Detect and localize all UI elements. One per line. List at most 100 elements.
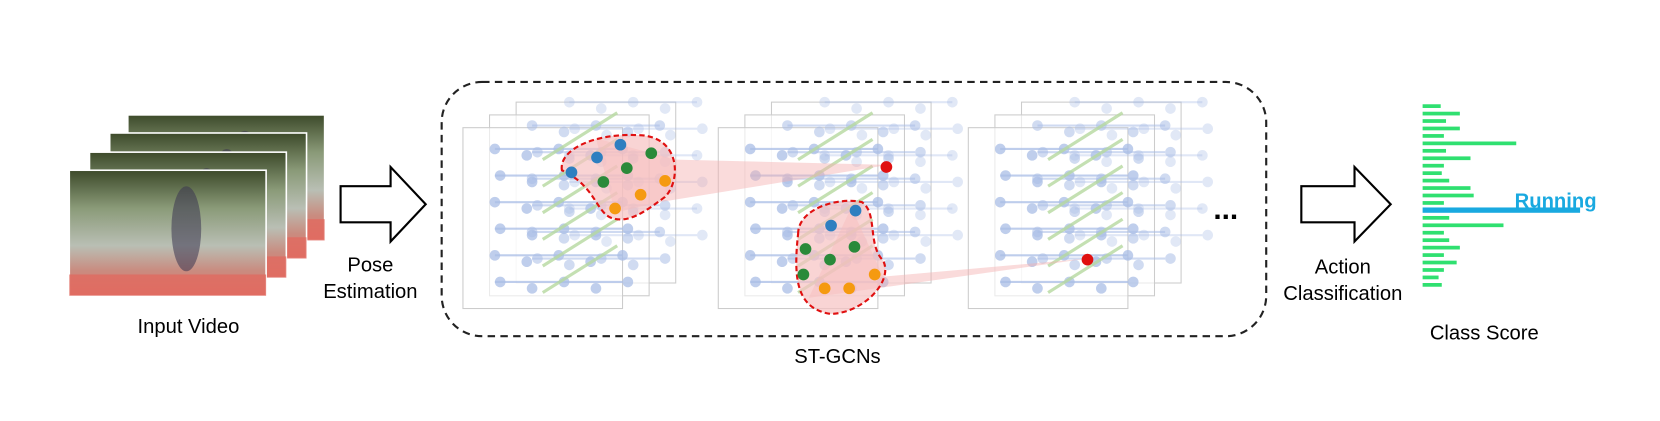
temporal-edge [797,138,874,188]
score-bar [1422,253,1444,257]
joint [1127,233,1139,244]
joint [564,259,575,271]
action-label: Classification [1283,283,1402,305]
joint [782,229,793,241]
highlight-joint [591,151,603,164]
highlight-joint [597,176,610,188]
joint [489,250,501,261]
joint [750,223,761,235]
joint [1127,276,1139,288]
joint [1069,206,1081,218]
score-bar [1422,238,1450,243]
highlight-joint [797,268,810,281]
score-bar [1422,141,1517,146]
score-bar [1422,148,1447,153]
joint [1101,103,1112,114]
joint [1197,96,1208,108]
joint [744,143,756,155]
joint [1165,156,1176,168]
score-bar [1422,201,1444,205]
joint [1127,126,1139,138]
joint [994,143,1006,155]
joint [1032,229,1043,241]
temporal-edge [541,244,619,294]
receptive-beam [595,138,889,213]
joint [1127,170,1139,181]
video-frames [68,114,326,297]
score-bar [1422,134,1444,138]
joint [1101,209,1112,221]
highlight-joint [620,162,633,174]
score-bar [1422,186,1471,190]
joint [697,123,708,135]
joint [617,250,628,261]
joint [744,250,756,261]
joint [1026,203,1038,214]
joint [776,203,788,214]
joint [526,283,538,294]
joint [1133,96,1144,108]
joint [1202,123,1214,135]
joint [564,96,575,108]
joint [994,250,1006,261]
joint [521,256,533,268]
temporal-edge [1047,191,1124,241]
joint [952,176,963,188]
class-score-label: Class Score [1430,322,1539,344]
joint [776,256,788,268]
joint [1101,156,1112,168]
joint [1133,153,1144,164]
joint [856,129,868,141]
joint [877,170,889,181]
joint [883,259,894,271]
highlight-joint [825,219,837,232]
joint [877,223,889,235]
joint [947,96,958,108]
joint [1165,200,1176,211]
joint [947,150,958,161]
joint [814,126,825,138]
joint [952,123,963,135]
score-bar [1422,193,1474,198]
highlight-joint [565,166,578,179]
highlight-joint [843,282,856,295]
joint [1170,129,1182,141]
joint [1106,236,1118,247]
temporal-edge [797,111,874,161]
joint [489,143,501,155]
joint [521,203,533,214]
pose-label: Estimation [323,281,417,303]
score-bar [1422,126,1460,131]
score-bar [1422,223,1504,228]
runner [171,186,202,272]
joint [915,146,926,158]
score-bar [1422,260,1457,265]
joint [691,203,703,214]
region [795,199,887,315]
joint [691,150,703,161]
joint [526,229,538,241]
stgcn-label: ST-GCNs [794,346,880,368]
joint [1032,176,1043,188]
joint [782,283,793,294]
joint [915,253,926,264]
joint [909,226,921,238]
joint [489,196,501,208]
joint [1032,283,1043,294]
temporal-edge [1047,164,1124,215]
joint [782,176,793,188]
joint [654,120,666,131]
highlight-joint [614,138,627,151]
joint [622,223,634,235]
joint [697,176,708,188]
joint [659,103,671,114]
joint [1165,146,1176,158]
temporal-edge [1047,111,1124,161]
joint [915,209,926,221]
joint [595,103,607,114]
highlight-joint [609,202,621,215]
joint [883,153,894,164]
joint [564,206,575,218]
joint [1159,120,1171,131]
